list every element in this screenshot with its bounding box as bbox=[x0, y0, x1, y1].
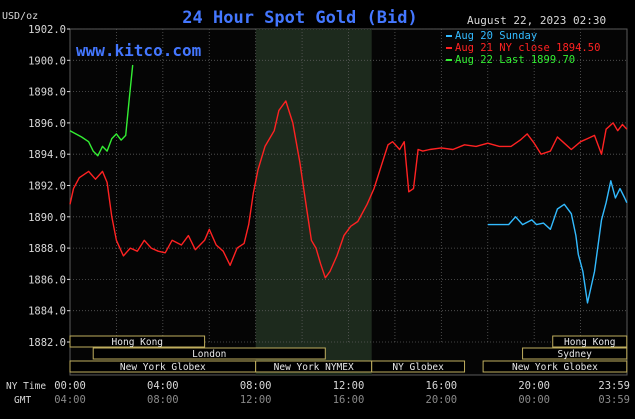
ny-time-row-label: NY Time bbox=[6, 381, 46, 392]
nymex-session-shade bbox=[255, 29, 372, 375]
session-bar bbox=[371, 360, 466, 373]
y-tick-label: 1892.0 bbox=[28, 181, 66, 193]
gridlines bbox=[69, 28, 628, 343]
legend-entry: Aug 21 NY close 1894.50 bbox=[455, 42, 600, 54]
x-tick-label-gmt: 03:59 bbox=[598, 394, 630, 406]
session-label: New York Globex bbox=[120, 362, 206, 373]
session-bar bbox=[482, 360, 628, 373]
series-lines bbox=[69, 64, 628, 304]
x-tick-label-ny: 00:00 bbox=[54, 380, 86, 392]
y-tick-label: 1900.0 bbox=[28, 55, 66, 67]
chart-title: 24 Hour Spot Gold (Bid) bbox=[182, 8, 417, 28]
x-tick-label-ny: 12:00 bbox=[333, 380, 365, 392]
y-axis-ticks: 1902.0 1900.0 1898.0 1896.0 1894.0 1892.0 1890… bbox=[28, 24, 70, 349]
session-label: New York Globex bbox=[512, 362, 598, 373]
x-axis-ticks: 00:00 04:00 04:00 08:00 08:00 12:00 12:00 16:00… bbox=[54, 380, 630, 406]
y-tick-label: 1898.0 bbox=[28, 87, 66, 99]
y-tick-label: 1902.0 bbox=[28, 24, 66, 36]
y-tick-label: 1896.0 bbox=[28, 118, 66, 130]
session-label: London bbox=[192, 349, 226, 360]
y-tick-label: 1882.0 bbox=[28, 337, 66, 349]
legend-entry: Aug 22 Last 1899.70 bbox=[455, 54, 575, 66]
series-line bbox=[69, 64, 134, 157]
session-label: Hong Kong bbox=[564, 337, 615, 348]
x-tick-label-ny: 08:00 bbox=[240, 380, 272, 392]
series-line bbox=[69, 100, 628, 279]
session-bar bbox=[69, 335, 206, 348]
x-tick-label-ny: 04:00 bbox=[147, 380, 179, 392]
session-label: Hong Kong bbox=[112, 337, 163, 348]
y-tick-label: 1888.0 bbox=[28, 243, 66, 255]
y-tick-label: 1890.0 bbox=[28, 212, 66, 224]
legend-entry: Aug 20 Sunday bbox=[455, 30, 537, 42]
session-label: NY Globex bbox=[392, 362, 444, 373]
shaded-region bbox=[255, 29, 372, 375]
gmt-row-label: GMT bbox=[14, 395, 31, 406]
site-watermark: www.kitco.com bbox=[76, 41, 202, 60]
y-tick-label: 1894.0 bbox=[28, 149, 66, 161]
x-tick-label-ny: 16:00 bbox=[426, 380, 458, 392]
y-tick-label: 1884.0 bbox=[28, 306, 66, 318]
unit-label: USD/oz bbox=[2, 11, 38, 22]
x-tick-label-gmt: 12:00 bbox=[240, 394, 272, 406]
x-tick-label-gmt: 00:00 bbox=[518, 394, 550, 406]
x-tick-label-gmt: 16:00 bbox=[333, 394, 365, 406]
session-bar bbox=[552, 335, 628, 348]
session-bar bbox=[522, 347, 628, 360]
x-tick-label-gmt: 08:00 bbox=[147, 394, 179, 406]
series-line bbox=[487, 180, 628, 304]
x-tick-label-gmt: 20:00 bbox=[426, 394, 458, 406]
x-tick-label-ny: 23:59 bbox=[598, 380, 630, 392]
session-label: New York NYMEX bbox=[274, 362, 354, 373]
timestamp: August 22, 2023 02:30 bbox=[467, 14, 606, 27]
y-tick-label: 1886.0 bbox=[28, 274, 66, 286]
x-tick-label-ny: 20:00 bbox=[518, 380, 550, 392]
x-tick-label-gmt: 04:00 bbox=[54, 394, 86, 406]
session-bar bbox=[92, 347, 326, 360]
session-label: Sydney bbox=[558, 349, 593, 360]
trading-sessions: Hong Kong Hong Kong London Sydney New York G… bbox=[69, 335, 628, 373]
